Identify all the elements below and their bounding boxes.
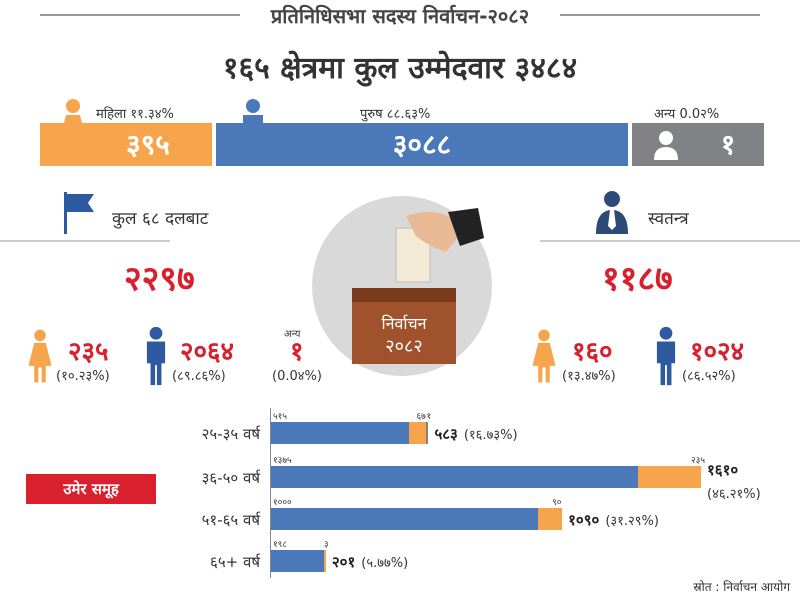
person-icon <box>654 131 678 160</box>
age-bar-segment <box>271 550 324 572</box>
age-category-label: ६५+ वर्ष <box>210 553 260 571</box>
age-segment-label: ६७ <box>416 412 426 422</box>
header-rule-right <box>560 14 760 16</box>
party-female-icon <box>28 329 52 383</box>
age-total-pct: (५.७७%) <box>361 556 409 571</box>
party-label: कुल ६८ दलबाट <box>112 209 209 229</box>
party-male-value: २०६४ <box>180 337 235 367</box>
age-total-value: २०१ <box>331 553 356 571</box>
ballot-box-line2: २०८२ <box>385 336 423 357</box>
age-total-pct: (४६.२१%) <box>707 487 761 502</box>
other-bar-value: १ <box>720 128 736 161</box>
age-segment-label: १ <box>426 412 432 422</box>
party-other-pct: (0.0४%) <box>272 369 322 384</box>
male-bar: ३०८८ <box>216 123 628 166</box>
male-bar-value: ३०८८ <box>392 128 452 161</box>
header-rule-left <box>40 14 240 16</box>
independent-total: ११८७ <box>602 259 673 299</box>
other-bar: १ <box>632 123 764 166</box>
age-segment-label: १९८ <box>273 540 288 550</box>
age-total-label: ५८३ (१६.७३%) <box>434 424 517 444</box>
party-female-pct: (१०.२३%) <box>56 369 110 384</box>
age-bar-segment <box>408 422 427 444</box>
age-category-label: ५१-६५ वर्ष <box>201 511 260 529</box>
independent-female-icon <box>532 329 556 383</box>
party-male-pct: (८९.८६%) <box>172 369 226 384</box>
source-note: स्रोत : निर्वाचन आयोग <box>693 580 790 594</box>
ballot-box-line1: निर्वाचन <box>381 314 427 333</box>
age-bar-segment <box>271 466 639 488</box>
divider-right <box>540 240 800 242</box>
age-bar-segment <box>323 550 326 572</box>
independent-female-pct: (१३.४७%) <box>562 369 616 384</box>
age-segment-label: २३५ <box>691 456 706 466</box>
divider-left <box>0 240 170 242</box>
age-bar-segment <box>426 422 429 444</box>
age-bar-segment <box>638 466 701 488</box>
age-total-label: १६१० (४६.२१%) <box>707 460 761 502</box>
independent-female-value: १६० <box>572 337 613 367</box>
independent-male-pct: (८६.५२%) <box>682 369 736 384</box>
age-bar-segment <box>538 508 563 530</box>
age-total-value: १६१० <box>707 461 739 479</box>
age-bar-segment <box>271 422 409 444</box>
age-total-label: १०९० (३१.२९%) <box>568 510 659 530</box>
age-group-badge: उमेर समूह <box>26 474 156 504</box>
age-total-pct: (३१.२९%) <box>605 514 659 529</box>
flag-icon <box>64 192 94 234</box>
female-bar: ३९५ <box>40 123 212 166</box>
header-title: प्रतिनिधिसभा सदस्य निर्वाचन-२०८२ <box>270 4 530 28</box>
age-total-value: ५८३ <box>434 425 458 443</box>
party-total: २२९७ <box>124 259 195 299</box>
age-category-label: २५-३५ वर्ष <box>201 425 260 443</box>
hand-icon <box>395 208 484 283</box>
female-summary-label: महिला ११.३४% <box>96 107 174 122</box>
main-title: १६५ क्षेत्रमा कुल उम्मेदवार ३४८४ <box>222 51 578 86</box>
age-segment-label: ९० <box>552 498 562 508</box>
businessman-icon <box>596 191 628 234</box>
ballot-box-top <box>352 288 456 302</box>
age-total-pct: (१६.७३%) <box>463 428 518 443</box>
independent-male-icon <box>656 326 676 386</box>
age-segment-label: ३ <box>323 540 329 550</box>
female-bar-value: ३९५ <box>126 128 170 161</box>
ballot-box: निर्वाचन २०८२ <box>352 302 456 364</box>
male-summary-label: पुरुष ८८.६३% <box>360 107 431 122</box>
party-male-icon <box>146 326 166 386</box>
party-other-value: १ <box>290 337 304 367</box>
age-segment-label: १००० <box>273 498 292 508</box>
age-segment-label: १३७५ <box>273 456 292 466</box>
age-segment-label: ५१५ <box>273 412 288 422</box>
age-chart-axis <box>270 408 271 578</box>
party-female-value: २३५ <box>68 337 109 367</box>
age-total-label: २०१ (५.७७%) <box>332 552 408 572</box>
age-bar-segment <box>271 508 539 530</box>
independent-male-value: १०२४ <box>690 337 745 367</box>
party-other-label: अन्य <box>284 329 301 340</box>
independent-label: स्वतन्त्र <box>648 209 689 229</box>
other-summary-label: अन्य 0.0२% <box>654 107 720 122</box>
age-category-label: ३६-५० वर्ष <box>201 469 260 487</box>
age-total-value: १०९० <box>568 511 600 529</box>
